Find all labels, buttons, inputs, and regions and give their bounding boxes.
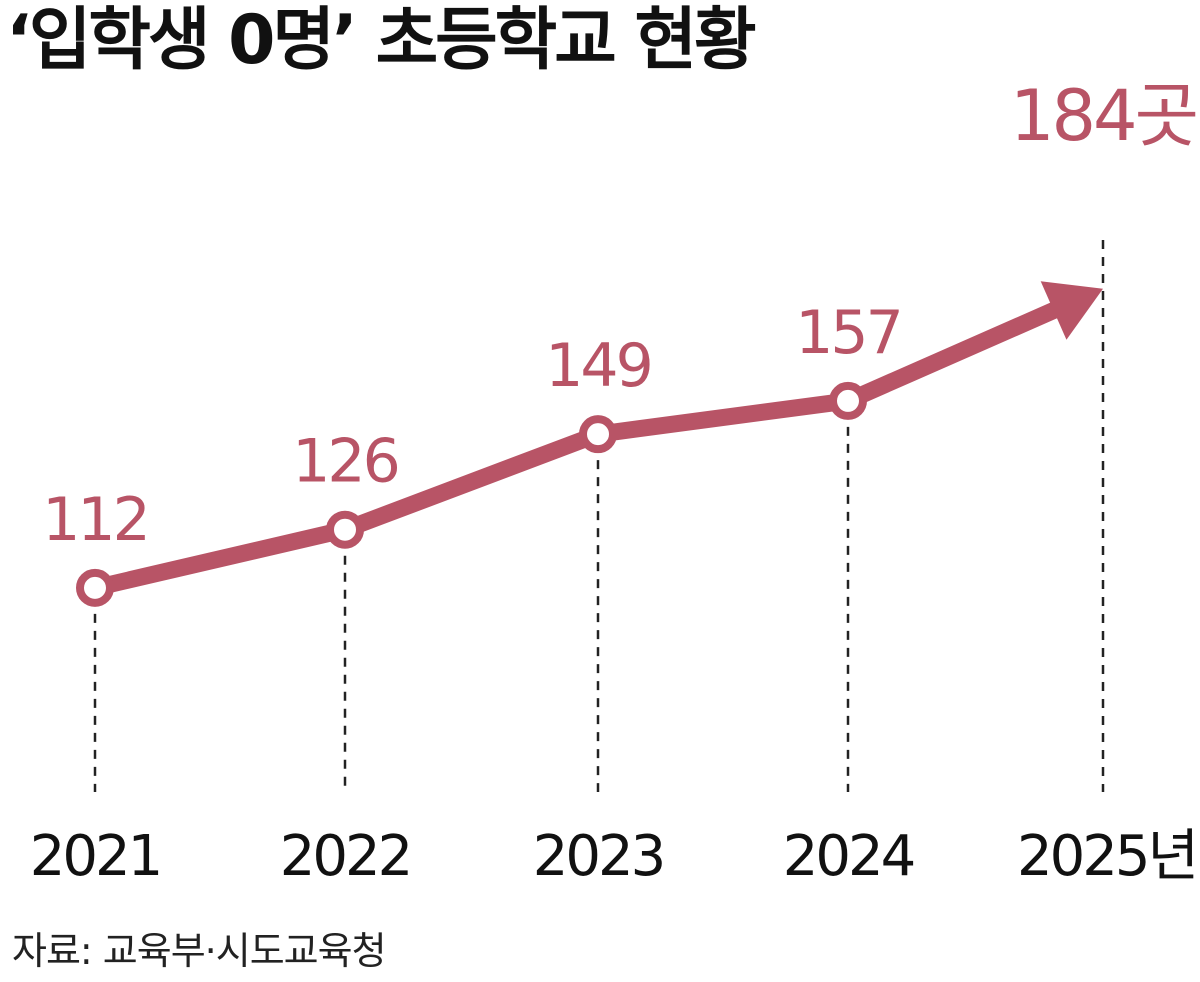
point-marker-2021: [76, 568, 114, 607]
data-label-2024: 157: [795, 298, 901, 368]
x-tick-label-2021: 2021: [30, 824, 161, 889]
data-label-2021: 112: [42, 485, 148, 555]
x-tick-label-2025: 2025년: [1017, 824, 1196, 889]
x-tick-label-2023: 2023: [533, 824, 664, 889]
x-tick-label-2024: 2024: [783, 824, 914, 889]
point-marker-2022: [326, 510, 364, 549]
source-note: 자료: 교육부·시도교육청: [12, 929, 387, 973]
arrowhead-marker: [1040, 281, 1103, 340]
data-label-2023: 149: [545, 331, 651, 401]
data-label-2022: 126: [292, 427, 398, 497]
data-label-2025: 184곳: [1010, 75, 1196, 157]
x-tick-label-2022: 2022: [280, 824, 411, 889]
chart-title: ‘입학생 0명’ 초등학교 현황: [6, 1, 757, 80]
point-marker-2024: [829, 381, 867, 420]
point-marker-2023: [579, 415, 617, 454]
